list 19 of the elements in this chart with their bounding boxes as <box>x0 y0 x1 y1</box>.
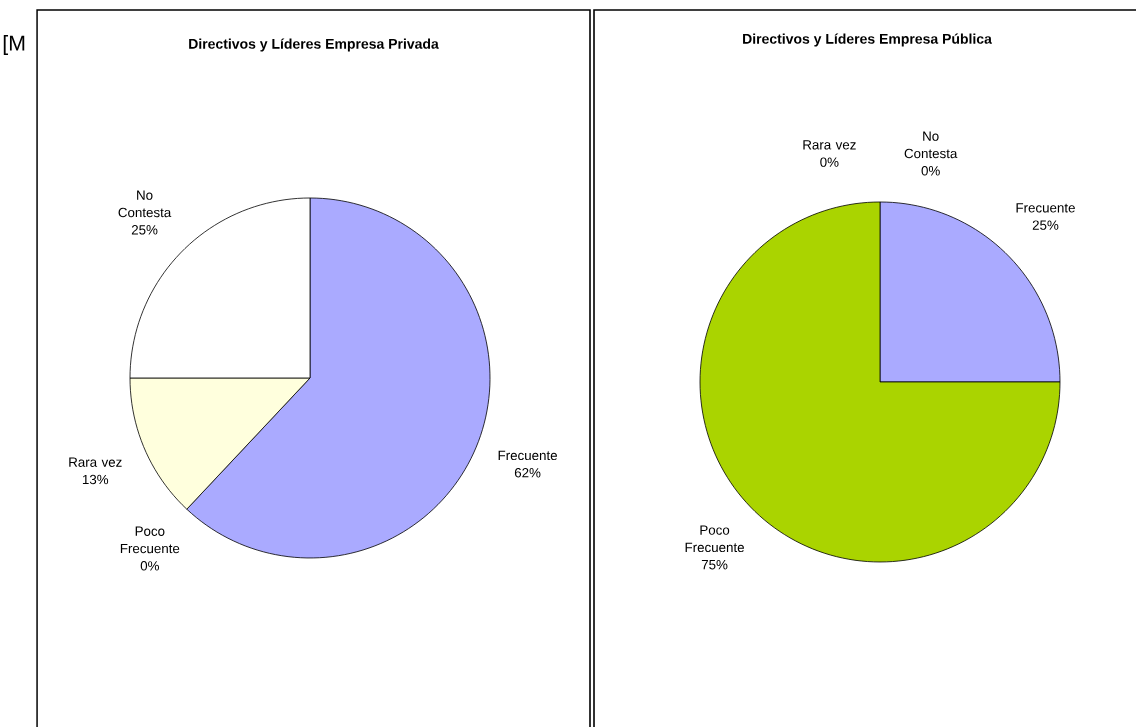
text: [M <box>3 35 25 55</box>
slice-label: Frecuente <box>1016 203 1075 213</box>
text: 0% <box>921 166 940 176</box>
text: 0% <box>820 157 839 167</box>
chart-title: Directivos y Líderes Empresa Pública <box>743 33 992 47</box>
text: 0% <box>140 561 159 571</box>
category-label: Rara vez <box>803 140 856 150</box>
slice-label: Rara vez <box>69 457 122 467</box>
category-label: Poco Frecuente <box>120 526 180 554</box>
data-label: 13% <box>82 474 109 485</box>
slice-label: Poco Frecuente <box>685 525 744 553</box>
data-label: 25% <box>1032 220 1059 230</box>
data-label: 25% <box>131 225 158 235</box>
data-label: 62% <box>514 468 541 478</box>
slice-label: Frecuente <box>498 450 557 461</box>
slice-label: No Contesta <box>118 190 172 218</box>
data-label: 75% <box>701 560 728 570</box>
chart-title: Directivos y Líderes Empresa Privada <box>189 38 439 52</box>
category-label: No Contesta <box>904 131 958 159</box>
